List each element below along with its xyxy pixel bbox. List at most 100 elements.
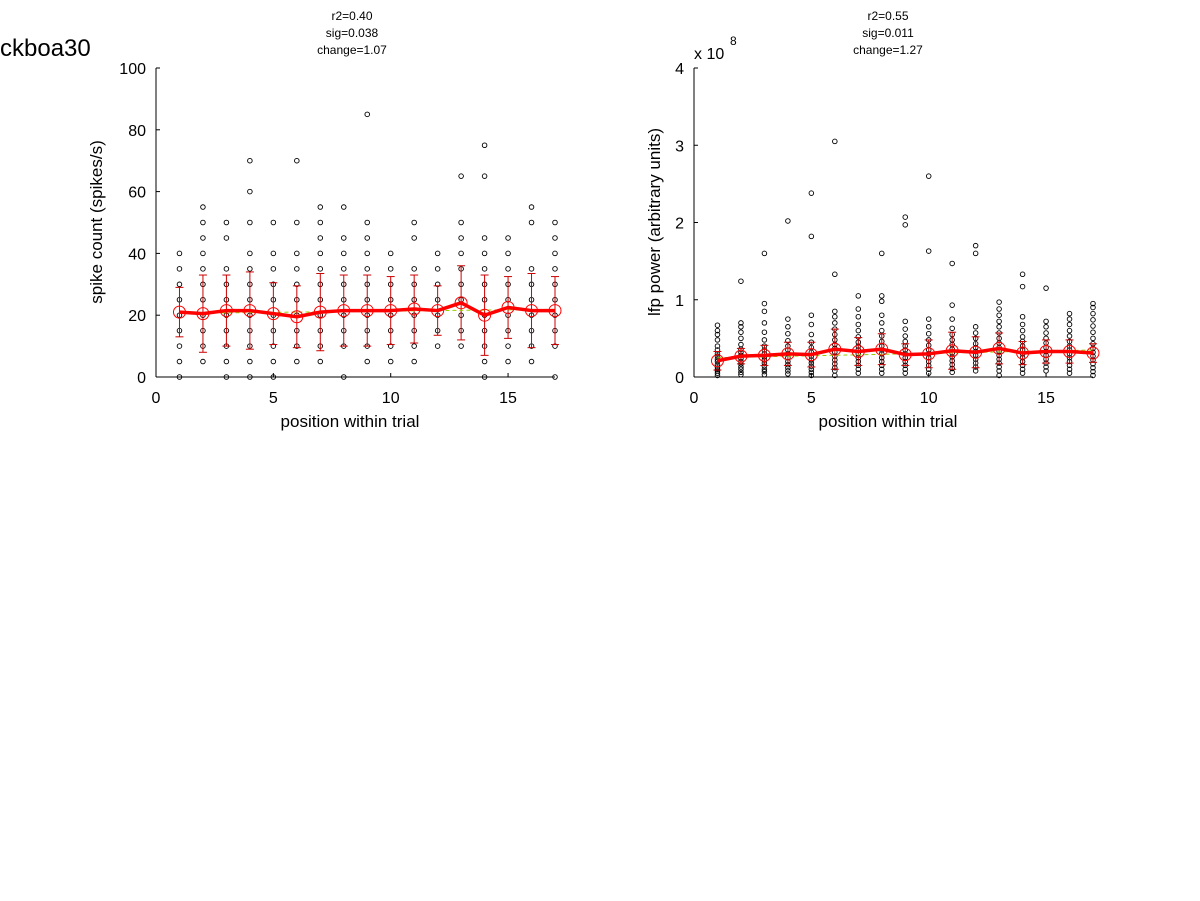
data-point (879, 250, 885, 257)
data-point (481, 250, 488, 257)
data-point (972, 368, 979, 374)
data-point (1090, 300, 1096, 307)
data-point (458, 250, 464, 257)
data-point (925, 248, 932, 254)
data-point (552, 219, 558, 226)
mean-marker (243, 304, 257, 318)
panel-1-y-axis-label: spike count (spikes/s) (87, 140, 106, 303)
data-point (1019, 334, 1026, 340)
panel-2-stat-r2: r2=0.55 (867, 9, 908, 23)
data-point (855, 327, 862, 334)
data-point (458, 343, 464, 349)
y-tick-label: 3 (675, 138, 684, 155)
data-point (528, 358, 535, 365)
y-tick-label: 40 (128, 246, 146, 263)
mean-marker (478, 308, 492, 322)
data-point (317, 358, 324, 365)
data-point (247, 358, 253, 365)
data-point (200, 358, 206, 365)
data-point (1019, 370, 1026, 376)
mean-marker (407, 302, 421, 316)
data-point (972, 330, 979, 336)
data-point (785, 324, 791, 330)
data-point (902, 318, 908, 325)
mean-marker (172, 305, 186, 319)
data-point (902, 366, 908, 373)
mean-marker (360, 304, 374, 318)
data-point (761, 329, 768, 335)
data-point (1090, 304, 1096, 311)
panel-2-plot-area: 0 5 10 15 0 1 2 3 4 (675, 61, 1100, 407)
data-point (505, 235, 511, 241)
mean-marker (1086, 346, 1100, 360)
data-point (364, 358, 370, 365)
data-point (200, 235, 206, 241)
data-point (972, 242, 979, 249)
data-point (761, 250, 768, 257)
data-point (247, 250, 253, 257)
data-point (200, 204, 206, 210)
data-point (879, 320, 885, 326)
data-point (738, 320, 744, 326)
data-point (1019, 313, 1026, 320)
mean-marker (898, 348, 912, 362)
data-point (1019, 327, 1026, 334)
data-point (247, 219, 253, 226)
data-point (434, 343, 441, 349)
data-point (1043, 318, 1049, 325)
y-tick-label: 100 (119, 61, 146, 78)
data-point (481, 235, 488, 241)
data-point (176, 250, 183, 257)
panel-1-stat-sig: sig=0.038 (326, 26, 379, 40)
data-point (785, 371, 791, 377)
data-point (1066, 321, 1073, 328)
data-point (925, 316, 932, 322)
data-point (270, 266, 277, 272)
data-point (505, 358, 511, 365)
data-point (1090, 364, 1096, 371)
data-point (458, 235, 464, 241)
data-point (294, 157, 300, 164)
data-point (925, 324, 932, 330)
data-point (996, 364, 1002, 370)
x-tick-label: 0 (152, 390, 161, 407)
mean-marker (266, 307, 280, 321)
data-point (855, 321, 862, 328)
data-point (1019, 271, 1026, 278)
data-point (200, 266, 206, 272)
x-tick-label: 0 (690, 390, 699, 407)
data-point (1066, 316, 1073, 322)
data-point (761, 300, 768, 307)
mean-marker (384, 304, 398, 318)
data-point (785, 330, 791, 337)
figure-label: ckboa30 (0, 35, 91, 62)
panel-1-x-axis-label: position within trial (281, 412, 420, 431)
panel-2-stat-sig: sig=0.011 (862, 26, 914, 40)
data-point (528, 204, 535, 210)
data-point (528, 219, 535, 226)
data-point (738, 366, 744, 373)
data-point (387, 250, 394, 257)
data-point (761, 337, 768, 343)
data-point (1066, 327, 1073, 334)
data-point (1090, 317, 1096, 323)
data-point (902, 333, 908, 339)
data-point (808, 321, 815, 328)
data-point (879, 370, 885, 376)
data-point (341, 250, 347, 257)
mean-marker (1016, 346, 1030, 360)
data-point (855, 306, 862, 312)
data-point (738, 324, 744, 330)
data-point (481, 358, 488, 365)
data-point (294, 219, 300, 226)
panel-1-stat-change: change=1.07 (317, 43, 387, 57)
data-point (1043, 324, 1049, 330)
data-point (364, 250, 370, 257)
panel-spike-count: r2=0.40 sig=0.038 change=1.07 0 5 10 15 0 20 4… (87, 9, 562, 431)
data-point (738, 364, 744, 370)
data-point (364, 266, 370, 272)
y-tick-label: 4 (675, 61, 684, 78)
data-point (364, 111, 370, 118)
data-point (1090, 335, 1096, 342)
data-point (552, 235, 558, 241)
